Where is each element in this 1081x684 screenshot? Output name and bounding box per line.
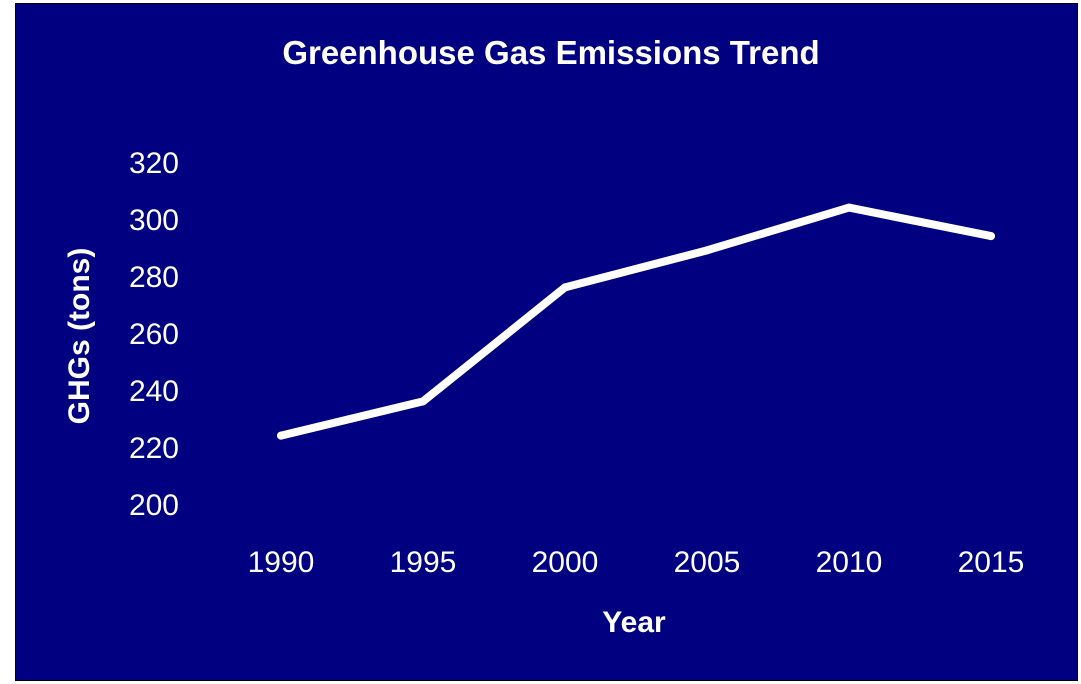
x-tick-label: 2010	[816, 546, 883, 579]
x-tick-label: 2000	[532, 546, 599, 579]
y-tick-label: 280	[129, 261, 179, 294]
x-tick-label: 2015	[958, 546, 1025, 579]
x-tick-label: 1990	[248, 546, 315, 579]
data-point	[987, 232, 995, 241]
data-point	[419, 397, 427, 406]
data-point	[703, 246, 711, 255]
x-tick-label: 2005	[674, 546, 741, 579]
y-tick-label: 320	[129, 147, 179, 180]
series-line	[277, 203, 995, 440]
data-point	[561, 283, 569, 292]
y-tick-label: 240	[129, 375, 179, 408]
y-tick-label: 200	[129, 489, 179, 522]
x-tick-label: 1995	[390, 546, 457, 579]
x-axis-label: Year	[602, 606, 666, 639]
data-point	[277, 431, 285, 440]
y-tick-label: 300	[129, 204, 179, 237]
y-tick-label: 260	[129, 318, 179, 351]
y-tick-labels: 200 220 240 260 280 300 320	[129, 147, 179, 522]
chart-area: Greenhouse Gas Emissions Trend GHGs (ton…	[15, 3, 1078, 681]
data-series	[277, 203, 995, 440]
y-tick-label: 220	[129, 432, 179, 465]
line-chart: Greenhouse Gas Emissions Trend GHGs (ton…	[63, 34, 1025, 639]
data-point	[845, 203, 853, 212]
chart-title: Greenhouse Gas Emissions Trend	[282, 34, 819, 71]
x-tick-labels: 1990 1995 2000 2005 2010 2015	[248, 546, 1025, 579]
y-axis-label: GHGs (tons)	[63, 248, 96, 425]
